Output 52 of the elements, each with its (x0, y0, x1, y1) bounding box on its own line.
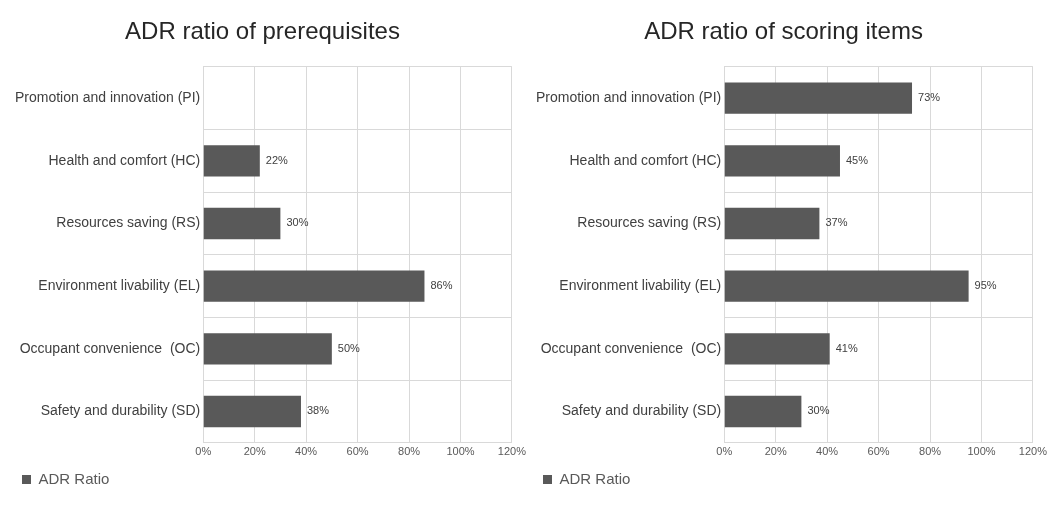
data-label: 50% (337, 341, 361, 354)
bar (203, 270, 425, 302)
data-label: 95% (974, 279, 997, 292)
x-tick-label: 20% (243, 445, 266, 458)
x-tick-label: 40% (816, 445, 839, 458)
x-tick-label: 120% (1018, 445, 1048, 458)
bar (203, 145, 260, 177)
y-tick-label: Environment livability (EL) (559, 276, 722, 293)
data-label: 86% (430, 279, 453, 292)
chart-title: ADR ratio of scoring items (644, 17, 923, 45)
x-tick-label: 40% (295, 445, 318, 458)
x-tick-label: 0% (716, 445, 733, 458)
bar (203, 395, 301, 428)
legend-label: ADR Ratio (559, 469, 631, 487)
y-tick-label: Occupant convenience (OC) (540, 339, 722, 356)
x-tick-label: 80% (919, 445, 942, 458)
bar (724, 145, 840, 177)
x-tick-label: 80% (398, 445, 421, 458)
x-tick-label: 20% (764, 445, 787, 458)
chart-title: ADR ratio of prerequisites (125, 17, 400, 45)
bar (724, 395, 802, 428)
x-tick-label: 60% (867, 445, 890, 458)
y-tick-label: Promotion and innovation (PI) (535, 88, 722, 105)
bar (724, 333, 830, 365)
x-tick-label: 0% (195, 445, 212, 458)
data-label: 73% (918, 91, 941, 104)
x-tick-label: 60% (346, 445, 369, 458)
bar (724, 270, 969, 302)
legend-label: ADR Ratio (38, 469, 110, 487)
y-tick-label: Safety and durability (SD) (40, 402, 201, 419)
data-label: 37% (825, 216, 848, 229)
y-tick-label: Safety and durability (SD) (561, 402, 722, 419)
data-label: 38% (306, 404, 330, 417)
data-label: 22% (265, 153, 289, 166)
bar (724, 82, 913, 114)
y-tick-label: Environment livability (EL) (38, 276, 201, 293)
y-tick-label: Resources saving (RS) (56, 214, 201, 231)
bar (724, 207, 820, 240)
y-tick-label: Health and comfort (HC) (48, 151, 201, 168)
bar (203, 207, 281, 240)
y-tick-label: Resources saving (RS) (577, 214, 722, 231)
y-tick-label: Health and comfort (HC) (569, 151, 722, 168)
data-label: 30% (807, 404, 830, 417)
x-tick-label: 100% (967, 445, 996, 458)
x-tick-label: 100% (446, 445, 475, 458)
y-tick-label: Promotion and innovation (PI) (14, 88, 201, 105)
y-tick-label: Occupant convenience (OC) (19, 339, 201, 356)
data-label: 30% (286, 216, 309, 229)
data-label: 41% (835, 341, 858, 354)
x-tick-label: 120% (497, 445, 527, 458)
data-label: 45% (845, 153, 869, 166)
bar (203, 333, 332, 365)
